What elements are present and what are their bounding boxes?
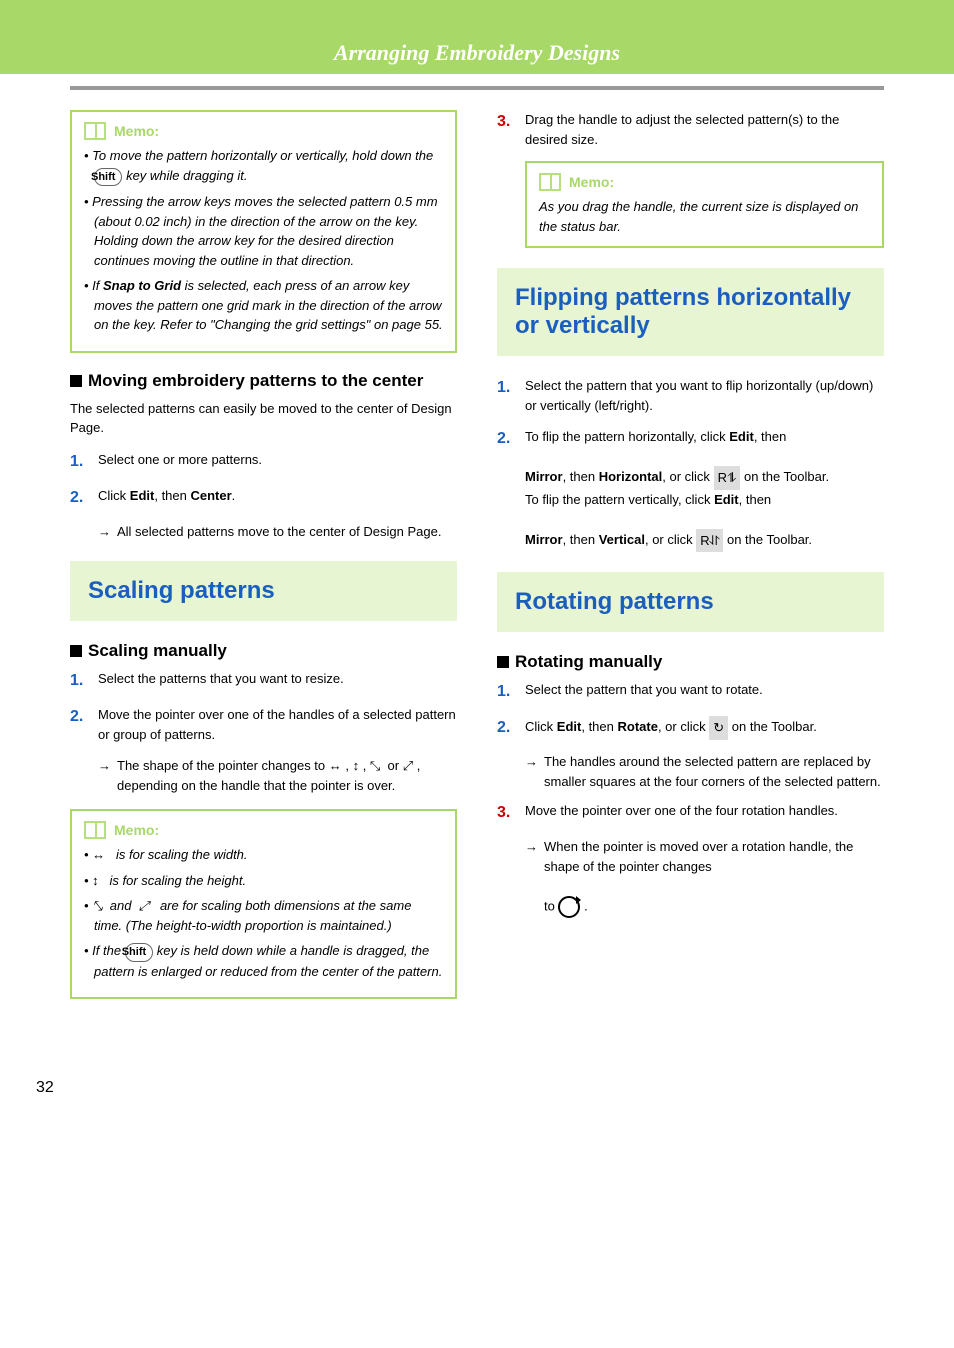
step-1b: 1. Select the patterns that you want to … [70,669,457,693]
step-1d: 1. Select the pattern that you want to r… [497,680,884,704]
step-number: 2. [70,486,86,510]
memo-box-1: Memo: To move the pattern horizontally o… [70,110,457,353]
square-bullet [70,375,82,387]
section-flip: Flipping patterns horizontally or vertic… [497,268,884,356]
page-number: 32 [36,1079,54,1097]
section-scaling: Scaling patterns [70,561,457,621]
memo-icon [84,122,106,140]
step-number: 2. [70,705,86,744]
step-number: 3. [497,110,513,149]
right-column: 3. Drag the handle to adjust the selecte… [497,110,884,1017]
subhead-move-center: Moving embroidery patterns to the center [70,371,457,391]
step-3d: 3. Move the pointer over one of the four… [497,801,884,825]
top-color-bar [0,0,954,32]
result-4: → When the pointer is moved over a rotat… [525,837,884,918]
move-center-body: The selected patterns can easily be move… [70,399,457,438]
memo1-item3: If Snap to Grid is selected, each press … [84,276,443,335]
step-2b: 2. Move the pointer over one of the hand… [70,705,457,744]
rotate-icon[interactable]: ↻ [709,716,728,740]
subhead-scaling-manual: Scaling manually [70,641,457,661]
memo2-item4: If the Shift key is held down while a ha… [84,941,443,981]
step-2a: 2. Click Edit, then Center. [70,486,457,510]
step-3a: 3. Drag the handle to adjust the selecte… [497,110,884,149]
memo2-item2: ↕ is for scaling the height. [84,871,443,891]
step-number: 3. [497,801,513,825]
arrow-icon: → [98,756,111,795]
mirror-vertical-icon[interactable]: R⥯ [696,529,723,553]
step-number: 1. [70,669,86,693]
square-bullet [497,656,509,668]
subhead-rotate-manual: Rotating manually [497,652,884,672]
two-column-layout: Memo: To move the pattern horizontally o… [0,110,954,1057]
step-2d: 2. Click Edit, then Rotate, or click ↻ o… [497,716,884,740]
page-header: Arranging Embroidery Designs [0,32,954,74]
memo-icon [84,821,106,839]
memo-icon [539,173,561,191]
mirror-horizontal-icon[interactable]: R⥮ [714,466,741,490]
step-number: 1. [497,376,513,415]
header-rule [70,86,884,90]
memo-label: Memo: [114,123,159,139]
memo1-item1: To move the pattern horizontally or vert… [84,146,443,186]
shift-key: Shift [94,168,122,187]
result-1: → All selected patterns move to the cent… [98,522,457,542]
memo-box-3: Memo: As you drag the handle, the curren… [525,161,884,248]
memo-label: Memo: [569,174,614,190]
step-number: 1. [70,450,86,474]
step-2c: 2. To flip the pattern horizontally, cli… [497,427,884,552]
arrow-icon: → [98,522,111,542]
arrow-icon: → [525,752,538,791]
rotate-cursor-icon [558,896,580,918]
memo2-item3: ⤡ and ⤢ are for scaling both dimensions … [84,896,443,935]
result-2: → The shape of the pointer changes to ↔ … [98,756,457,795]
step-number: 2. [497,427,513,552]
step-number: 1. [497,680,513,704]
step-1a: 1. Select one or more patterns. [70,450,457,474]
left-column: Memo: To move the pattern horizontally o… [70,110,457,1017]
result-3: → The handles around the selected patter… [525,752,884,791]
memo-box-2: Memo: ↔ is for scaling the width. ↕ is f… [70,809,457,999]
arrow-icon: → [525,837,538,918]
memo1-item2: Pressing the arrow keys moves the select… [84,192,443,270]
memo2-item1: ↔ is for scaling the width. [84,845,443,865]
section-rotate: Rotating patterns [497,572,884,632]
memo-label: Memo: [114,822,159,838]
shift-key: Shift [125,943,153,962]
step-1c: 1. Select the pattern that you want to f… [497,376,884,415]
step-number: 2. [497,716,513,740]
square-bullet [70,645,82,657]
